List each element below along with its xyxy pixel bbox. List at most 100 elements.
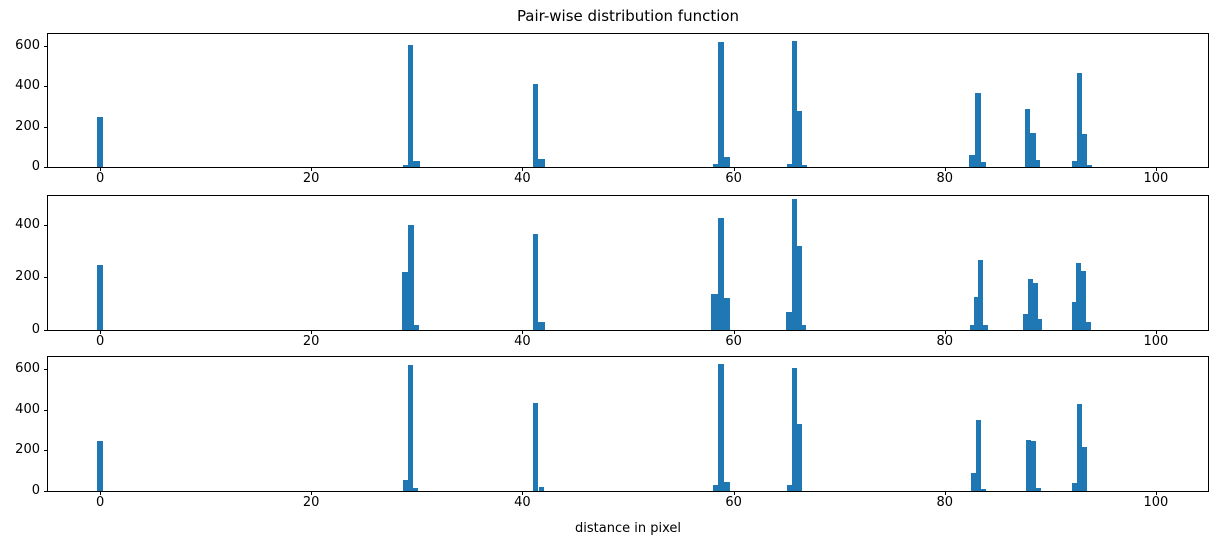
- histogram-bar: [533, 402, 539, 491]
- histogram-bar: [537, 322, 545, 330]
- x-axis-label: distance in pixel: [575, 521, 681, 536]
- x-tick-label: 80: [936, 495, 954, 510]
- x-tick-label: 20: [302, 334, 320, 349]
- histogram-bar: [980, 162, 986, 167]
- histogram-bar: [1030, 132, 1036, 167]
- x-tick-mark: [733, 491, 735, 495]
- y-tick-label: 0: [31, 159, 40, 174]
- histogram-bar: [970, 472, 976, 491]
- x-tick-label: 40: [514, 171, 531, 186]
- histogram-bar: [1076, 403, 1083, 491]
- x-tick-mark: [944, 330, 946, 334]
- histogram-bar: [713, 164, 719, 167]
- histogram-bar: [981, 489, 987, 491]
- x-tick-label: 80: [936, 334, 954, 349]
- y-tick-label: 0: [31, 322, 40, 337]
- x-tick-mark: [100, 167, 102, 171]
- histogram-bar: [973, 297, 980, 330]
- histogram-bar: [413, 324, 419, 330]
- histogram-bar: [413, 488, 419, 491]
- y-tick-mark: [44, 369, 48, 371]
- y-tick-mark: [44, 409, 48, 411]
- histogram-bar: [1037, 319, 1043, 330]
- x-tick-label: 40: [514, 495, 531, 510]
- histogram-bar: [975, 93, 981, 167]
- histogram-bar: [786, 164, 793, 167]
- histogram-bar: [791, 41, 797, 167]
- histogram-bar: [1032, 282, 1038, 330]
- x-tick-mark: [100, 491, 102, 495]
- y-tick-label: 400: [15, 216, 40, 232]
- subplot-middle: 0 20 40 60 80 100 0 200 400: [15, 195, 1209, 349]
- histogram-bar: [1035, 159, 1041, 167]
- histogram-bar: [1035, 488, 1041, 491]
- histogram-bar: [401, 272, 410, 330]
- histogram-bar: [786, 311, 792, 330]
- histogram-bar: [713, 484, 719, 491]
- x-tick-label: 100: [1143, 334, 1169, 349]
- y-tick-label: 600: [15, 361, 40, 377]
- x-tick-mark: [311, 330, 313, 334]
- histogram-bar: [1030, 441, 1037, 491]
- x-tick-mark: [311, 491, 313, 495]
- histogram-bar: [1027, 278, 1033, 330]
- figure-title: Pair-wise distribution function: [516, 7, 740, 25]
- x-tick-mark: [522, 330, 524, 334]
- histogram-bar: [801, 164, 807, 167]
- x-tick-mark: [522, 491, 524, 495]
- histogram-bar: [1025, 108, 1031, 167]
- y-tick-mark: [44, 46, 48, 48]
- histogram-bar: [97, 440, 103, 491]
- histogram-bar: [1081, 447, 1087, 491]
- histogram-bar: [978, 260, 984, 330]
- x-tick-label: 0: [95, 495, 105, 510]
- histogram-bar: [1072, 161, 1078, 167]
- y-tick-label: 200: [15, 269, 40, 285]
- subplot-top: 0 20 40 60 80 100 0 200 400 600: [15, 33, 1209, 186]
- histogram-bar: [1081, 133, 1087, 167]
- x-tick-label: 20: [302, 171, 320, 186]
- histogram-bar: [1081, 270, 1087, 330]
- histogram-bar: [969, 324, 975, 330]
- y-tick-label: 400: [15, 78, 40, 94]
- x-tick-label: 0: [95, 171, 105, 186]
- x-tick-mark: [1155, 330, 1157, 334]
- x-tick-label: 80: [936, 171, 954, 186]
- y-tick-label: 200: [15, 442, 40, 458]
- histogram-bar: [718, 363, 724, 491]
- histogram-bar: [412, 160, 420, 167]
- histogram-bar: [796, 245, 802, 330]
- y-tick-label: 400: [15, 401, 40, 417]
- y-tick-mark: [44, 277, 48, 279]
- x-tick-mark: [944, 491, 946, 495]
- histogram-bar: [1072, 482, 1078, 491]
- x-tick-mark: [733, 330, 735, 334]
- histogram-bar: [538, 486, 545, 491]
- histogram-bar: [1071, 302, 1077, 330]
- y-tick-mark: [44, 126, 48, 128]
- histogram-bar: [796, 424, 803, 491]
- x-tick-mark: [733, 167, 735, 171]
- histogram-bar: [791, 368, 797, 491]
- x-tick-mark: [1155, 167, 1157, 171]
- histogram-bar: [407, 45, 414, 167]
- x-tick-label: 60: [725, 334, 742, 349]
- histogram-bar: [722, 298, 730, 330]
- y-tick-mark: [44, 491, 48, 492]
- y-tick-mark: [44, 167, 48, 168]
- histogram-bar: [975, 419, 982, 491]
- histogram-bar: [796, 111, 803, 167]
- histogram-bar: [968, 155, 976, 167]
- histogram-bar: [402, 480, 408, 491]
- y-tick-mark: [44, 450, 48, 452]
- histogram-bar: [982, 325, 989, 330]
- y-tick-mark: [44, 86, 48, 88]
- x-tick-label: 60: [725, 495, 742, 510]
- histogram-bar: [710, 294, 720, 330]
- x-tick-label: 0: [95, 334, 105, 349]
- histogram-bar: [791, 199, 797, 330]
- histogram-bar: [1023, 314, 1029, 330]
- x-tick-mark: [1155, 491, 1157, 495]
- histogram-bar: [533, 233, 539, 330]
